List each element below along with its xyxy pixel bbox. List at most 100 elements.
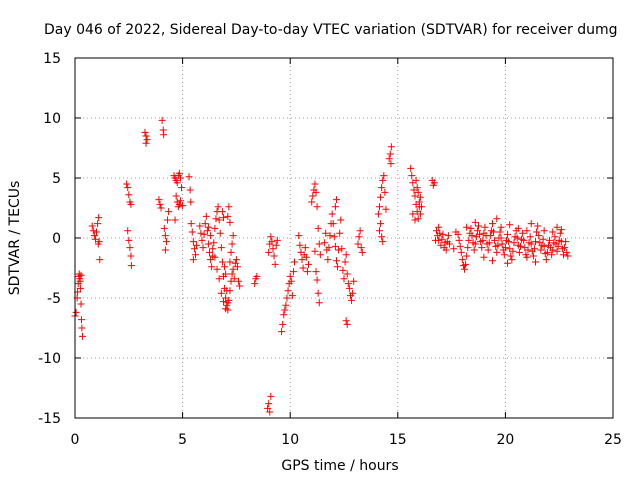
data-point [161, 232, 169, 240]
data-point [155, 196, 163, 204]
data-point [172, 192, 180, 200]
data-point [265, 248, 273, 256]
plot-frame [74, 57, 614, 419]
data-point [470, 246, 478, 254]
data-point [315, 299, 323, 307]
data-point [233, 263, 241, 271]
data-point [278, 328, 286, 336]
data-point [532, 238, 540, 246]
y-axis-label: SDTVAR / TECUs [7, 181, 23, 296]
data-point [382, 205, 390, 213]
data-point [156, 200, 164, 208]
data-point [535, 232, 543, 240]
y-tick-label: -10 [38, 351, 61, 367]
data-point [301, 244, 309, 252]
data-point [435, 223, 443, 231]
data-point [385, 155, 393, 163]
data-point [387, 143, 395, 151]
data-point [520, 236, 528, 244]
data-point [141, 128, 149, 136]
data-point [557, 226, 565, 234]
data-point [523, 253, 531, 261]
data-point [211, 253, 219, 261]
data-point [546, 236, 554, 244]
data-point [509, 247, 517, 255]
data-point [548, 251, 556, 259]
data-point [313, 203, 321, 211]
data-point [501, 244, 509, 252]
data-point [549, 228, 557, 236]
data-point [376, 227, 384, 235]
data-point [142, 139, 150, 147]
data-point [488, 220, 496, 228]
data-point [218, 258, 226, 266]
data-point [199, 244, 207, 252]
data-point [284, 287, 292, 295]
data-point [532, 258, 540, 266]
data-point [264, 404, 272, 412]
data-point [217, 244, 225, 252]
data-point [332, 196, 340, 204]
data-point [530, 245, 538, 253]
data-point [316, 251, 324, 259]
data-point [497, 223, 505, 231]
data-point [458, 256, 466, 264]
data-point [480, 253, 488, 261]
data-point [192, 251, 200, 259]
y-tick-label: 0 [52, 231, 61, 247]
data-point [127, 262, 135, 270]
data-point [475, 222, 482, 230]
data-point [235, 277, 243, 285]
data-point [387, 160, 395, 168]
data-point [226, 258, 234, 266]
data-point [185, 173, 193, 181]
data-point [94, 240, 102, 248]
data-point [311, 180, 319, 188]
data-point [335, 246, 343, 254]
data-point [386, 150, 394, 158]
data-point [553, 247, 561, 255]
data-point [272, 241, 280, 249]
data-point [355, 233, 363, 241]
data-point [214, 203, 222, 211]
data-point [286, 272, 294, 280]
data-point [253, 272, 261, 280]
data-point [561, 244, 569, 252]
data-point [179, 202, 187, 210]
data-point [442, 246, 450, 254]
data-point [178, 184, 186, 192]
data-point [343, 270, 351, 278]
data-point [77, 271, 85, 279]
data-point [539, 235, 547, 243]
axis-ticks: 0 5 10 15 20 25 -15 -10 -5 0 5 10 15 [38, 51, 622, 448]
data-point [270, 252, 278, 260]
data-point [411, 216, 419, 224]
data-point [77, 300, 85, 308]
data-point [218, 208, 226, 216]
data-point [463, 252, 471, 260]
data-point [506, 221, 514, 229]
data-point [436, 229, 444, 237]
data-point [468, 232, 476, 240]
data-point [450, 245, 458, 253]
data-point [267, 233, 275, 241]
data-point [232, 256, 240, 264]
data-point [79, 332, 87, 340]
data-point [348, 296, 356, 304]
data-point [381, 188, 389, 196]
data-point [493, 215, 501, 223]
data-point [465, 236, 473, 244]
data-point [325, 244, 333, 252]
data-point [414, 215, 422, 223]
data-point [551, 233, 559, 241]
data-point [312, 188, 320, 196]
data-point [330, 233, 338, 241]
data-point [533, 228, 541, 236]
data-point [289, 268, 297, 276]
data-point [204, 240, 212, 248]
data-point [524, 246, 532, 254]
data-point [357, 244, 365, 252]
data-point [211, 224, 219, 232]
data-point [504, 230, 512, 238]
